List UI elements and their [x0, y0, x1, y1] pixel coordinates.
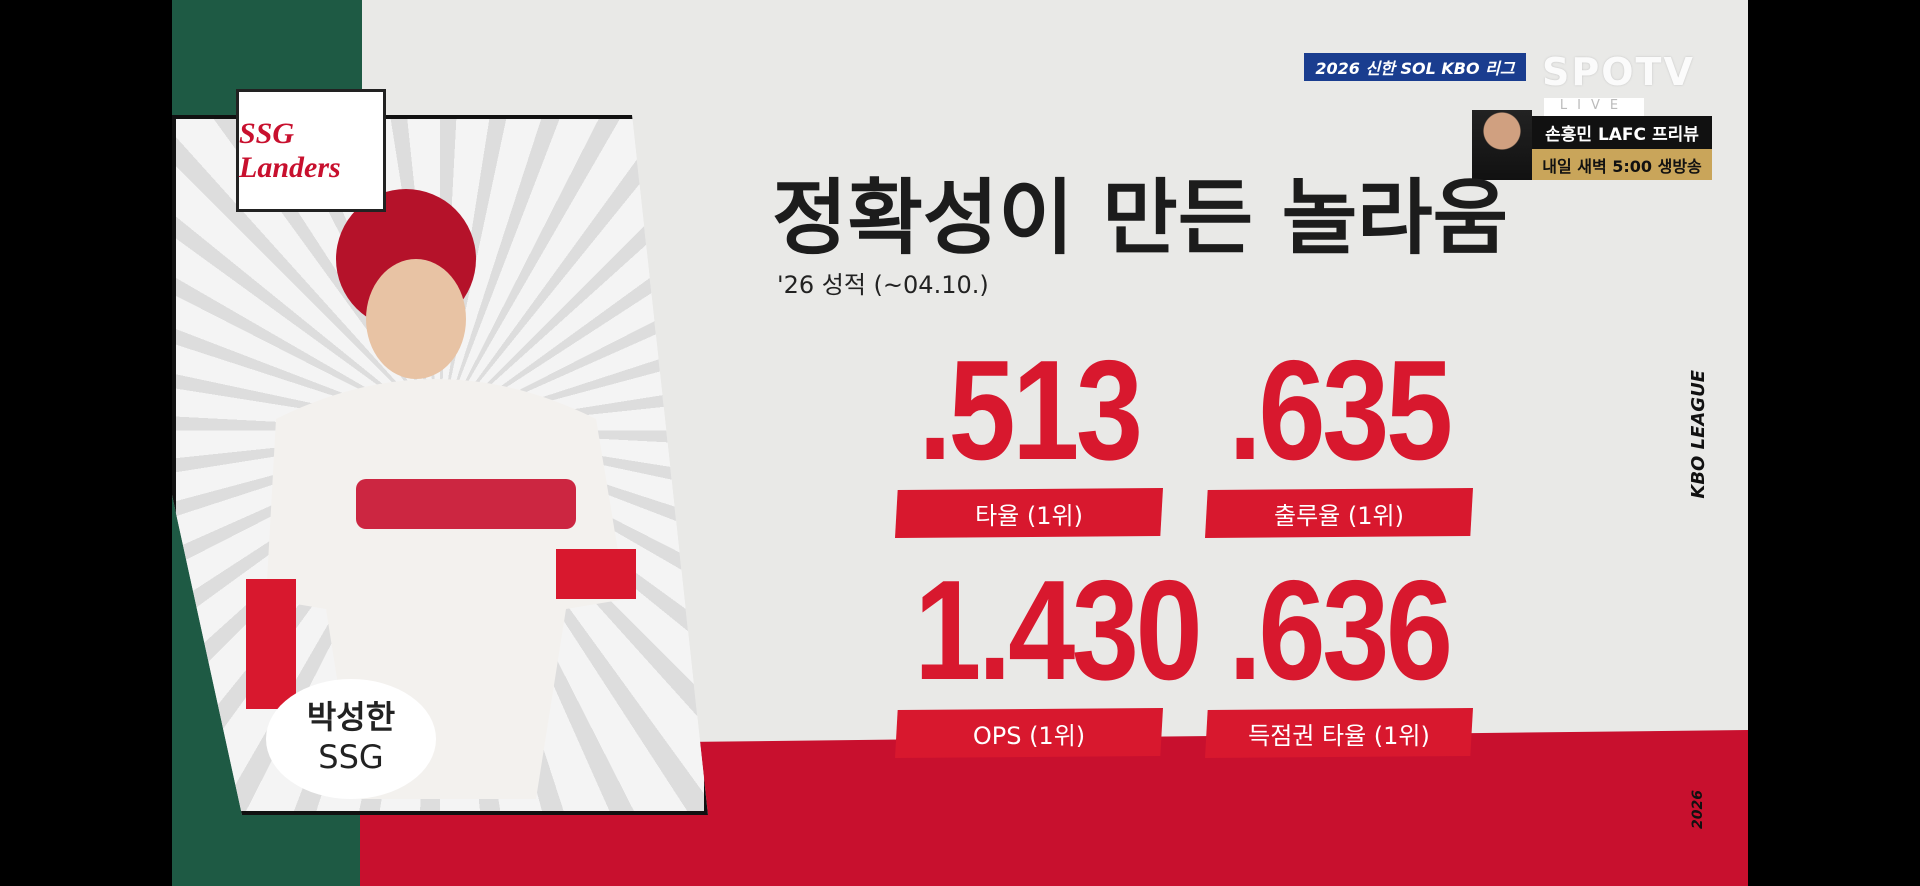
year-mark: 2026 — [1690, 790, 1706, 829]
player-card: 박성한 SSG — [172, 115, 708, 815]
team-logo-text: SSG Landers — [239, 116, 341, 184]
stat-value: .513 — [918, 331, 1143, 490]
stat-ops: 1.430 OPS (1위) — [894, 551, 1203, 758]
stat-risp-avg: .636 득점권 타율 (1위) — [1204, 556, 1474, 758]
player-name-bubble: 박성한 SSG — [266, 679, 436, 799]
page-title: 정확성이 만든 놀라움 — [772, 171, 1509, 266]
team-logo: SSG Landers — [236, 89, 386, 212]
player-name: 박성한 — [306, 698, 396, 736]
player-team: SSG — [318, 738, 384, 776]
stat-value: .636 — [1228, 551, 1453, 710]
stat-label: 타율 (1위) — [895, 488, 1163, 538]
stat-label: 득점권 타율 (1위) — [1205, 708, 1473, 758]
stat-batting-avg: .513 타율 (1위) — [894, 336, 1164, 538]
promo-line1: 손흥민 LAFC 프리뷰 — [1532, 116, 1712, 149]
graphic-panel: 박성한 SSG SSG Landers 2026 신한 SOL KBO 리그 S… — [172, 0, 1748, 886]
promo-banner: 손흥민 LAFC 프리뷰 내일 새벽 5:00 생방송 — [1472, 110, 1712, 180]
kbo-league-side-text: KBO LEAGUE — [1688, 370, 1709, 499]
stat-label: OPS (1위) — [895, 708, 1163, 758]
promo-line2: 내일 새벽 5:00 생방송 — [1532, 149, 1712, 180]
stat-label: 출루율 (1위) — [1205, 488, 1473, 538]
promo-photo — [1472, 110, 1532, 180]
stat-value: .635 — [1228, 331, 1453, 490]
network-logo: SPOTV — [1542, 50, 1695, 94]
stat-obp: .635 출루율 (1위) — [1204, 336, 1474, 538]
subtitle: '26 성적 (~04.10.) — [777, 271, 989, 299]
league-badge: 2026 신한 SOL KBO 리그 — [1304, 53, 1526, 81]
stat-value: 1.430 — [914, 551, 1202, 710]
live-label: LIVE — [1544, 98, 1644, 118]
